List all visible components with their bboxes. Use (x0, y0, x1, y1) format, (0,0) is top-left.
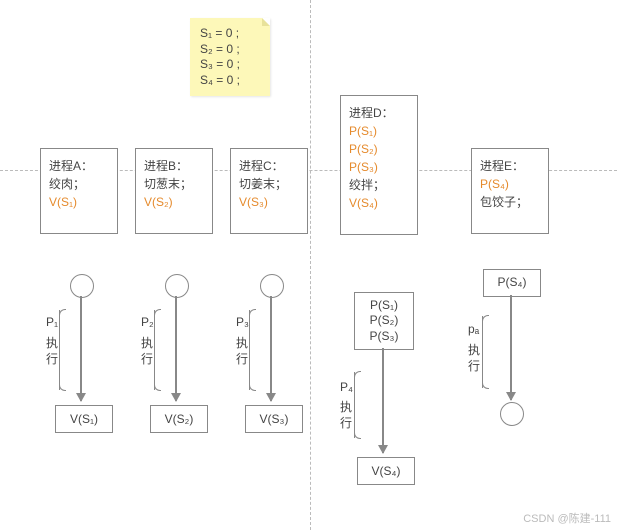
flow-start-box: P(S₁)P(S₂)P(S₃) (354, 292, 414, 350)
process-op: P(S₄) (480, 175, 540, 193)
flow-arrow (175, 296, 177, 401)
flow-arrow (80, 296, 82, 401)
process-title: 进程D： (349, 104, 409, 122)
process-body: 包饺子； (480, 193, 540, 211)
process-box-A: 进程A：绞肉；V(S₁) (40, 148, 118, 234)
process-body: 切葱末； (144, 175, 204, 193)
process-body: 绞肉； (49, 175, 109, 193)
flow-end-box: V(S₁) (55, 405, 113, 433)
flow-run-label: 执 行 (236, 336, 248, 367)
sticky-line: S₁ = 0 ; (200, 26, 260, 42)
flow-brace (59, 310, 72, 390)
flow-arrow (270, 296, 272, 401)
flow-start-line: P(S₁) (370, 298, 398, 314)
process-op: V(S₁) (49, 193, 109, 211)
process-op: V(S₂) (144, 193, 204, 211)
process-box-C: 进程C：切姜末；V(S₃) (230, 148, 308, 234)
sticky-note: S₁ = 0 ;S₂ = 0 ;S₃ = 0 ;S₄ = 0 ; (190, 18, 270, 96)
process-box-E: 进程E：P(S₄)包饺子； (471, 148, 549, 234)
flow-end-circle (500, 402, 524, 426)
process-body: 切姜末； (239, 175, 299, 193)
flow-start-line: P(S₃) (370, 329, 399, 345)
flow-end-box: V(S₄) (357, 457, 415, 485)
flow-brace (354, 372, 367, 438)
flow-brace (249, 310, 262, 390)
process-title: 进程B： (144, 157, 204, 175)
flow-label: P₄ (340, 380, 353, 396)
watermark: CSDN @陈建-111 (523, 510, 611, 526)
flow-brace (482, 316, 495, 388)
flow-start-line: P(S₄) (498, 275, 527, 291)
process-op: P(S₂) (349, 140, 409, 158)
sticky-line: S₃ = 0 ; (200, 57, 260, 73)
process-title: 进程C： (239, 157, 299, 175)
flow-end-box: V(S₃) (245, 405, 303, 433)
flow-start-box: P(S₄) (483, 269, 541, 297)
flow-run-label: 执 行 (141, 336, 153, 367)
flow-start-line: P(S₂) (370, 313, 399, 329)
dashed-vertical (310, 0, 311, 530)
flow-arrow (382, 348, 384, 453)
process-op: P(S₁) (349, 122, 409, 140)
process-box-D: 进程D：P(S₁)P(S₂)P(S₃)绞拌；V(S₄) (340, 95, 418, 235)
flow-run-label: 执 行 (468, 343, 480, 374)
flow-label: P₃ (236, 315, 249, 331)
flow-label: P₂ (141, 315, 154, 331)
flow-run-label: 执 行 (340, 400, 352, 431)
flow-end-box: V(S₂) (150, 405, 208, 433)
process-title: 进程A： (49, 157, 109, 175)
flow-start-circle (70, 274, 94, 298)
flow-run-label: 执 行 (46, 336, 58, 367)
flow-label: pₐ (468, 322, 479, 338)
process-body: 绞拌； (349, 176, 409, 194)
sticky-line: S₄ = 0 ; (200, 73, 260, 89)
flow-label: P₁ (46, 315, 58, 331)
process-title: 进程E： (480, 157, 540, 175)
sticky-line: S₂ = 0 ; (200, 42, 260, 58)
process-op: V(S₃) (239, 193, 299, 211)
flow-brace (154, 310, 167, 390)
flow-start-circle (260, 274, 284, 298)
process-op: P(S₃) (349, 158, 409, 176)
process-op: V(S₄) (349, 194, 409, 212)
flow-arrow (510, 295, 512, 400)
flow-start-circle (165, 274, 189, 298)
process-box-B: 进程B：切葱末；V(S₂) (135, 148, 213, 234)
